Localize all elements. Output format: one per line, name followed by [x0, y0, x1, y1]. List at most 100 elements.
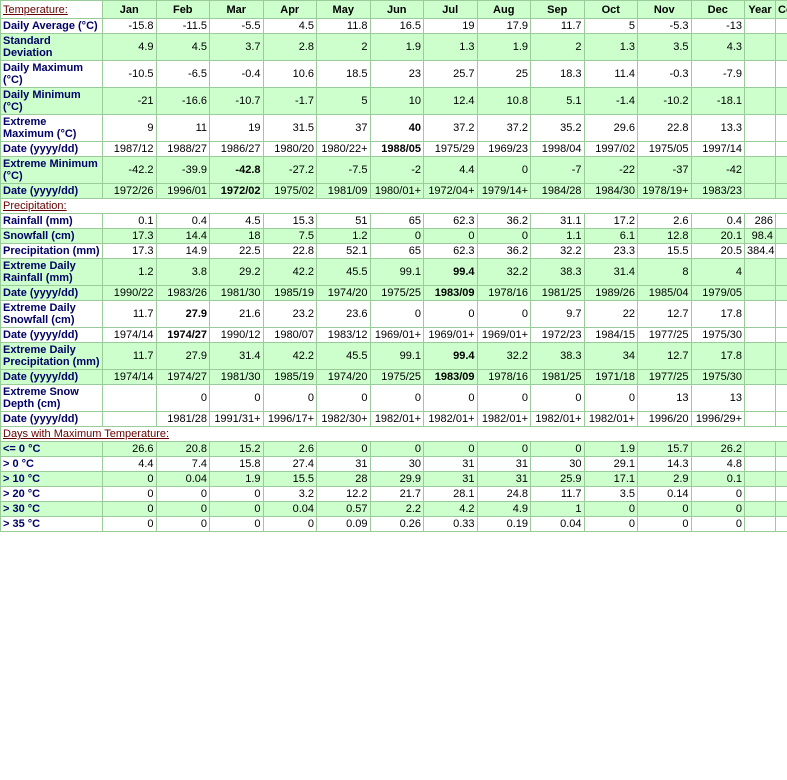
- cell: 37: [316, 114, 371, 142]
- cell: 13: [637, 384, 692, 412]
- cell: 14.4: [155, 228, 210, 244]
- cell: 22.5: [209, 243, 264, 259]
- data-row: Extreme Daily Rainfall (mm) 1.2 3.8 29.2 42.…: [0, 258, 787, 286]
- cell: 1969/01+: [369, 327, 424, 343]
- cell: 0: [690, 516, 745, 532]
- cell: 2.6: [262, 441, 317, 457]
- cell: 0: [530, 384, 585, 412]
- cell: 1982/01+: [369, 411, 424, 427]
- cell: -6.5: [155, 60, 210, 88]
- cell: 0: [583, 384, 638, 412]
- cell: 10.6: [262, 60, 317, 88]
- cell: 13.3: [690, 114, 745, 142]
- cell: [775, 141, 787, 157]
- cell: 2.6: [637, 213, 692, 229]
- cell: -1.4: [583, 87, 638, 115]
- cell: 0.1: [690, 471, 745, 487]
- cell: 1990/12: [209, 327, 264, 343]
- cell: 286: [744, 213, 776, 229]
- row-label: Date (yyyy/dd): [0, 411, 103, 427]
- cell: 1980/07: [262, 327, 317, 343]
- cell: 11.7: [530, 18, 585, 34]
- section-header-row: Precipitation:: [0, 198, 787, 214]
- cell: [744, 183, 776, 199]
- cell: 26.6: [102, 441, 157, 457]
- cell: 1972/23: [530, 327, 585, 343]
- cell: 5: [583, 18, 638, 34]
- data-row: Extreme Daily Snowfall (cm) 11.7 27.9 21.6 2…: [0, 300, 787, 328]
- cell: 0: [209, 501, 264, 517]
- cell: 0.4: [690, 213, 745, 229]
- cell: 25.9: [530, 471, 585, 487]
- cell: 4.9: [476, 501, 531, 517]
- cell: 1.3: [423, 33, 478, 61]
- cell: 30: [530, 456, 585, 472]
- cell: 16.5: [369, 18, 424, 34]
- cell: 17.8: [690, 342, 745, 370]
- cell: [744, 327, 776, 343]
- cell: 1984/30: [583, 183, 638, 199]
- cell: 1975/25: [369, 285, 424, 301]
- cell: 1978/19+: [637, 183, 692, 199]
- cell: 17.8: [690, 300, 745, 328]
- cell: 0.4: [155, 213, 210, 229]
- cell: 0: [369, 441, 424, 457]
- cell: 2: [316, 33, 371, 61]
- cell: 14.9: [155, 243, 210, 259]
- cell: 31.4: [583, 258, 638, 286]
- cell: 26.2: [690, 441, 745, 457]
- cell: 65: [369, 243, 424, 259]
- cell: B: [775, 33, 787, 61]
- cell: 1: [530, 501, 585, 517]
- data-row: Date (yyyy/dd) 1974/14 1974/27 1990/12 1980/…: [0, 327, 787, 343]
- cell: 22.8: [262, 243, 317, 259]
- cell: 1981/25: [530, 369, 585, 385]
- data-row: Date (yyyy/dd) 1981/28 1991/31+ 1996/17+ 198…: [0, 411, 787, 427]
- cell: 1978/16: [476, 369, 531, 385]
- row-label: Daily Average (°C): [0, 18, 103, 34]
- cell: [744, 456, 776, 472]
- cell: 65: [369, 213, 424, 229]
- cell: -39.9: [155, 156, 210, 184]
- cell: 22: [583, 300, 638, 328]
- cell: B: [775, 501, 787, 517]
- cell: 0: [637, 501, 692, 517]
- cell: [775, 300, 787, 328]
- cell: 10: [369, 87, 424, 115]
- cell: 1983/23: [690, 183, 745, 199]
- cell: 17.2: [583, 213, 638, 229]
- column-header: Jun: [369, 0, 424, 19]
- cell: 24.8: [476, 486, 531, 502]
- cell: 0: [476, 441, 531, 457]
- row-label: Extreme Daily Rainfall (mm): [0, 258, 103, 286]
- cell: 1.2: [102, 258, 157, 286]
- cell: 18.5: [316, 60, 371, 88]
- row-label: > 35 °C: [0, 516, 103, 532]
- cell: 15.2: [209, 441, 264, 457]
- data-row: Date (yyyy/dd) 1987/12 1988/27 1986/27 1980/…: [0, 141, 787, 157]
- cell: 0: [316, 384, 371, 412]
- cell: -11.5: [155, 18, 210, 34]
- cell: 3.2: [262, 486, 317, 502]
- cell: 0: [155, 501, 210, 517]
- cell: 0: [155, 486, 210, 502]
- cell: 1988/27: [155, 141, 210, 157]
- cell: 9.7: [530, 300, 585, 328]
- cell: 0: [102, 471, 157, 487]
- cell: 1982/01+: [530, 411, 585, 427]
- cell: 4.5: [262, 18, 317, 34]
- cell: 4.5: [209, 213, 264, 229]
- cell: 0: [369, 228, 424, 244]
- cell: 0: [476, 228, 531, 244]
- cell: [102, 384, 157, 412]
- cell: 19: [209, 114, 264, 142]
- cell: 1989/26: [583, 285, 638, 301]
- cell: 384.4: [744, 243, 776, 259]
- cell: 1982/30+: [316, 411, 371, 427]
- cell: 51: [316, 213, 371, 229]
- cell: [775, 411, 787, 427]
- cell: 4.9: [102, 33, 157, 61]
- cell: 0: [155, 384, 210, 412]
- cell: 1974/27: [155, 327, 210, 343]
- cell: 11.8: [316, 18, 371, 34]
